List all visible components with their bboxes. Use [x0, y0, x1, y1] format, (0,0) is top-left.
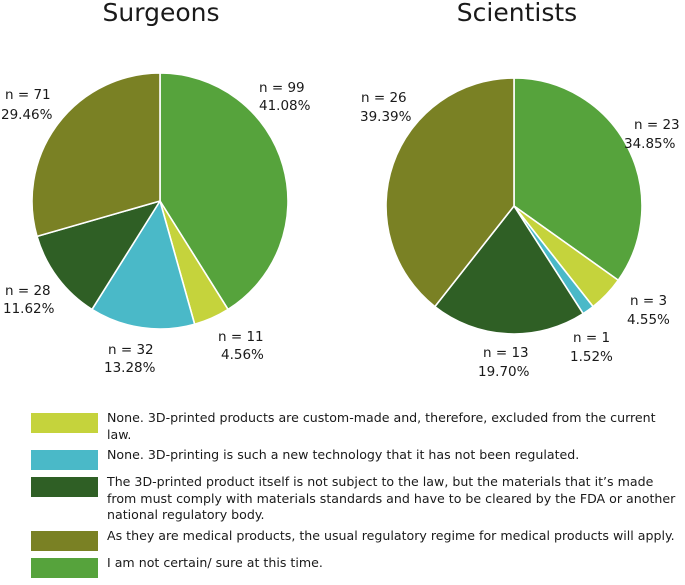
pct-label-scientists-custom-made: 4.55%: [627, 312, 670, 328]
n-label-surgeons-custom-made: n = 11: [218, 329, 264, 345]
legend-item-materials-regulated: The 3D-printed product itself is not sub…: [31, 474, 683, 524]
legend-item-not-certain: I am not certain/ sure at this time.: [31, 555, 683, 578]
pie-slice-surgeons-not-certain: [159, 72, 289, 311]
legend-swatch: [31, 530, 98, 551]
n-label-surgeons-not-certain: n = 99: [259, 80, 305, 96]
n-label-surgeons-materials-regulated: n = 28: [5, 283, 51, 299]
legend-text: None. 3D-printed products are custom-mad…: [107, 410, 656, 442]
chart-title-scientists: Scientists: [457, 0, 577, 27]
n-label-surgeons-medical-products: n = 71: [5, 87, 51, 103]
legend-swatch: [31, 413, 98, 433]
pie-slice-surgeons-medical-products: [31, 72, 161, 238]
legend-item-custom-made: None. 3D-printed products are custom-mad…: [31, 410, 683, 443]
legend-swatch: [31, 450, 98, 470]
legend-item-new-technology: None. 3D-printing is such a new technolo…: [31, 447, 683, 470]
legend-text: I am not certain/ sure at this time.: [107, 554, 323, 570]
legend: None. 3D-printed products are custom-mad…: [31, 410, 683, 582]
pct-label-scientists-not-certain: 34.85%: [624, 136, 676, 152]
pct-label-scientists-medical-products: 39.39%: [360, 109, 412, 125]
pct-label-surgeons-medical-products: 29.46%: [1, 107, 53, 123]
pie-scientists: [385, 77, 643, 335]
pie-slice-scientists-not-certain: [513, 77, 643, 282]
pct-label-surgeons-new-technology: 13.28%: [104, 360, 156, 376]
n-label-scientists-not-certain: n = 23: [634, 117, 680, 133]
legend-swatch: [31, 477, 98, 497]
legend-text: None. 3D-printing is such a new technolo…: [107, 447, 580, 462]
legend-item-medical-products: As they are medical products, the usual …: [31, 528, 683, 551]
pct-label-surgeons-materials-regulated: 11.62%: [3, 301, 55, 317]
chart-title-surgeons: Surgeons: [103, 0, 220, 27]
pie-slice-surgeons-new-technology: [91, 200, 196, 330]
pie-slice-scientists-materials-regulated: [434, 205, 584, 335]
n-label-surgeons-new-technology: n = 32: [108, 342, 154, 358]
n-label-scientists-materials-regulated: n = 13: [483, 345, 529, 361]
pct-label-surgeons-custom-made: 4.56%: [221, 347, 264, 363]
pct-label-scientists-materials-regulated: 19.70%: [478, 364, 530, 380]
legend-text: As they are medical products, the usual …: [107, 527, 675, 543]
pct-label-scientists-new-technology: 1.52%: [570, 349, 613, 365]
pie-surgeons: [31, 72, 289, 330]
n-label-scientists-custom-made: n = 3: [630, 293, 667, 309]
n-label-scientists-medical-products: n = 26: [361, 90, 407, 106]
pct-label-surgeons-not-certain: 41.08%: [259, 98, 311, 114]
pie-charts: Surgeons n = 99 41.08% n = 11 4.56% n = …: [1, 0, 680, 380]
pie-slice-scientists-medical-products: [385, 77, 515, 308]
legend-text: The 3D-printed product itself is not sub…: [107, 474, 676, 522]
n-label-scientists-new-technology: n = 1: [573, 330, 610, 346]
legend-swatch: [31, 557, 98, 578]
